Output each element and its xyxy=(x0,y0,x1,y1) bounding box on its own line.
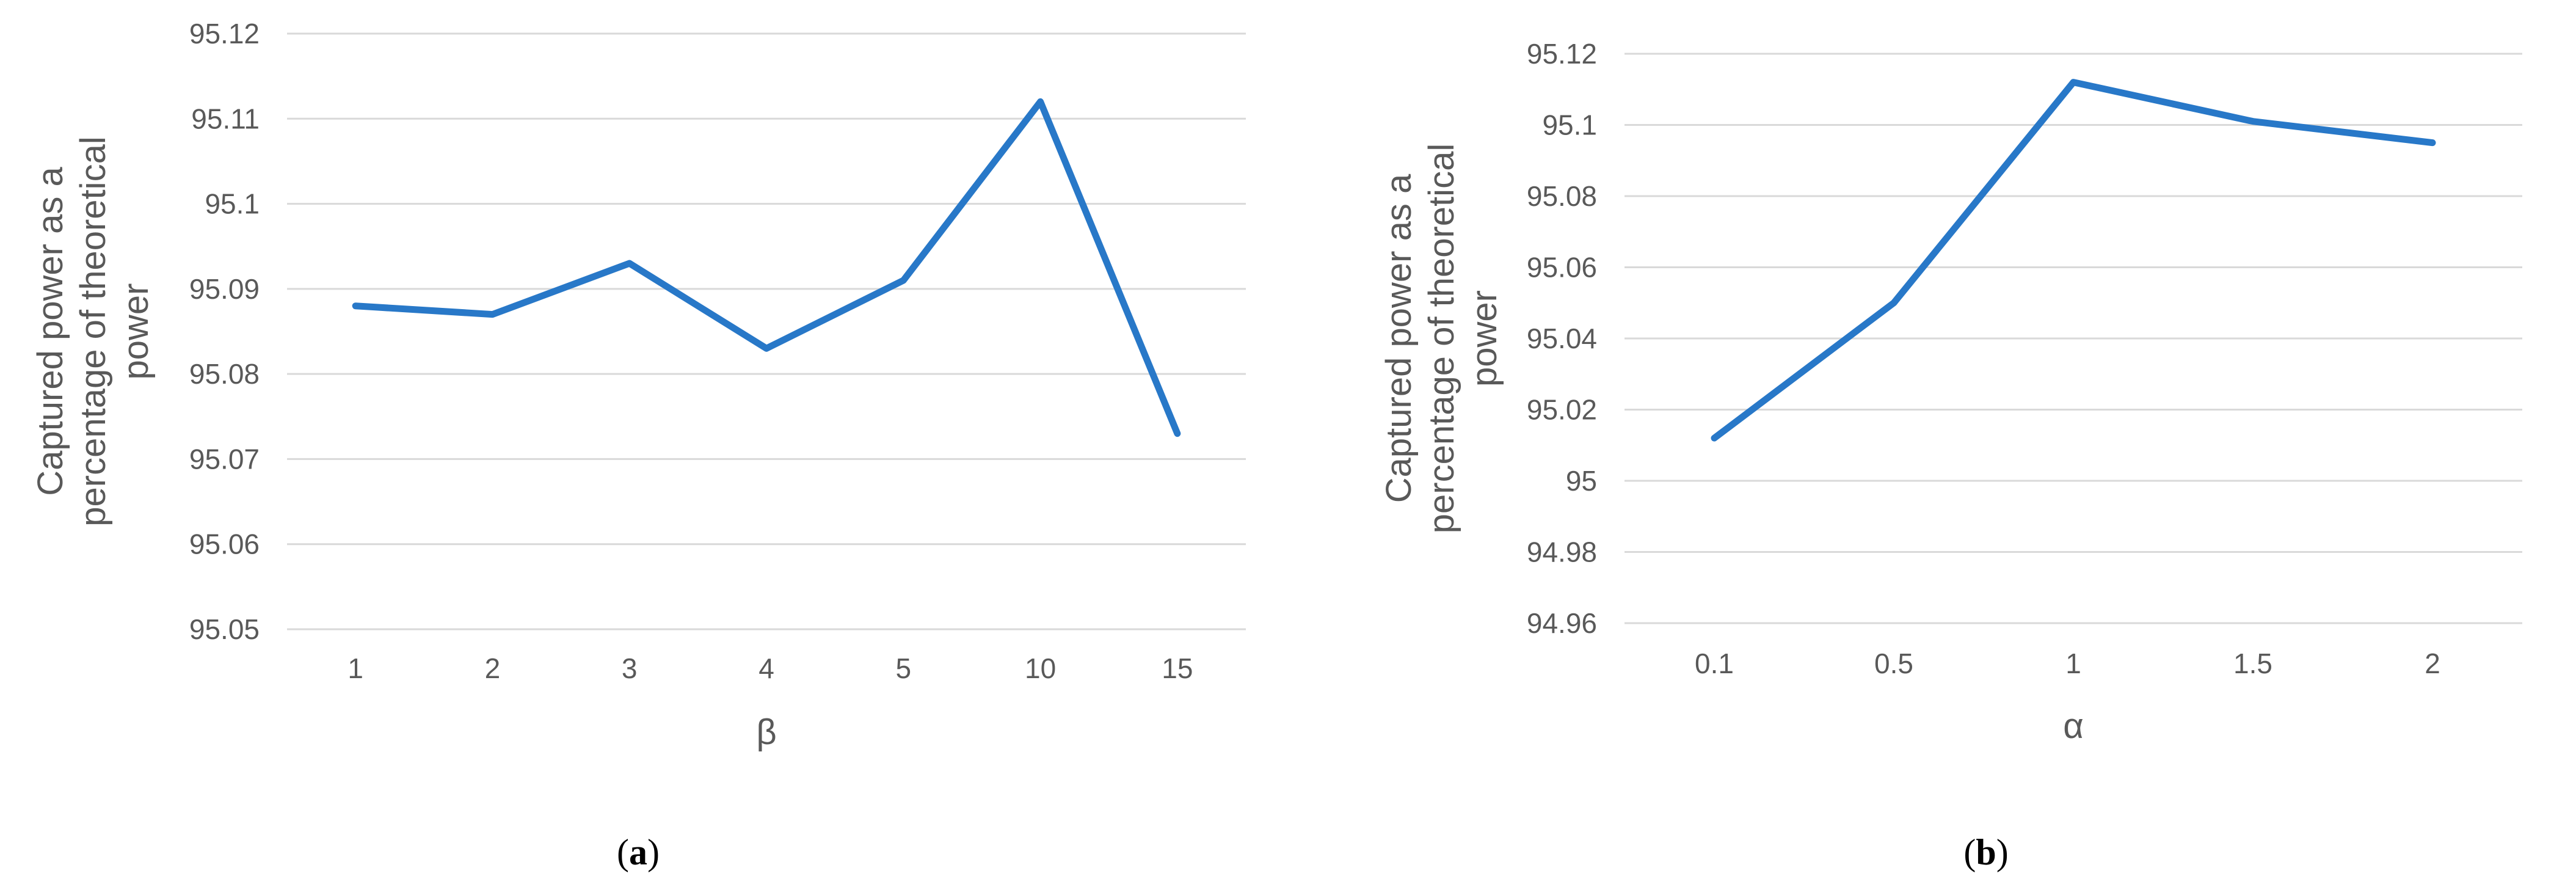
x-tick-label: 3 xyxy=(622,652,638,684)
y-tick-label: 95.02 xyxy=(1527,394,1597,426)
y-tick-label: 95 xyxy=(1566,465,1597,497)
x-tick-label: 2 xyxy=(2425,648,2440,679)
x-tick-label: 4 xyxy=(759,652,774,684)
y-tick-label: 95.12 xyxy=(1527,38,1597,70)
y-tick-label: 94.96 xyxy=(1527,607,1597,639)
y-tick-label: 95.1 xyxy=(205,188,260,220)
y-axis-title: Captured power as apercentage of theoret… xyxy=(1379,144,1504,533)
y-tick-label: 95.12 xyxy=(189,18,260,49)
x-tick-label: 1 xyxy=(2065,648,2081,679)
x-axis-title: β xyxy=(756,712,776,752)
y-tick-label: 95.08 xyxy=(189,358,260,390)
x-tick-label: 1 xyxy=(347,652,363,684)
x-tick-label: 1.5 xyxy=(2233,648,2272,679)
y-tick-label: 95.11 xyxy=(191,103,260,134)
y-axis-title-line: percentage of theoretical xyxy=(1422,144,1461,533)
y-tick-label: 95.06 xyxy=(189,528,260,560)
y-axis-title-line: power xyxy=(116,283,156,380)
y-tick-label: 95.08 xyxy=(1527,180,1597,212)
x-tick-label: 2 xyxy=(485,652,501,684)
y-tick-label: 94.98 xyxy=(1527,536,1597,568)
x-tick-label: 0.1 xyxy=(1695,648,1734,679)
chart-panel-b: 94.96 94.98 95 95.02 95.04 95.06 95.08 95.1 95.1… xyxy=(1379,38,2522,872)
panel-label: (a) xyxy=(617,832,660,872)
series-line xyxy=(1714,82,2432,439)
chart-panel-a: 95.05 95.06 95.07 95.08 95.09 95.1 95.11 95.12 1… xyxy=(31,18,1246,872)
y-axis-title: Captured power as apercentage of theoret… xyxy=(31,136,156,526)
y-tick-label: 95.05 xyxy=(189,613,260,645)
x-axis-title: α xyxy=(2063,706,2084,746)
x-tick-label: 0.5 xyxy=(1874,648,1913,679)
y-tick-label: 95.04 xyxy=(1527,323,1597,354)
y-tick-label: 95.06 xyxy=(1527,252,1597,283)
x-tick-label: 15 xyxy=(1162,652,1193,684)
series-line xyxy=(355,101,1177,433)
x-tick-label: 10 xyxy=(1025,652,1056,684)
y-tick-label: 95.1 xyxy=(1542,109,1597,141)
y-axis-title-line: Captured power as a xyxy=(31,167,70,496)
panel-label: (b) xyxy=(1963,832,2008,872)
y-tick-label: 95.09 xyxy=(189,273,260,305)
x-tick-label: 5 xyxy=(895,652,911,684)
y-axis-title-line: Captured power as a xyxy=(1379,174,1419,503)
y-axis-title-line: percentage of theoretical xyxy=(73,136,113,526)
y-axis-title-line: power xyxy=(1464,290,1504,387)
y-tick-label: 95.07 xyxy=(189,443,260,475)
